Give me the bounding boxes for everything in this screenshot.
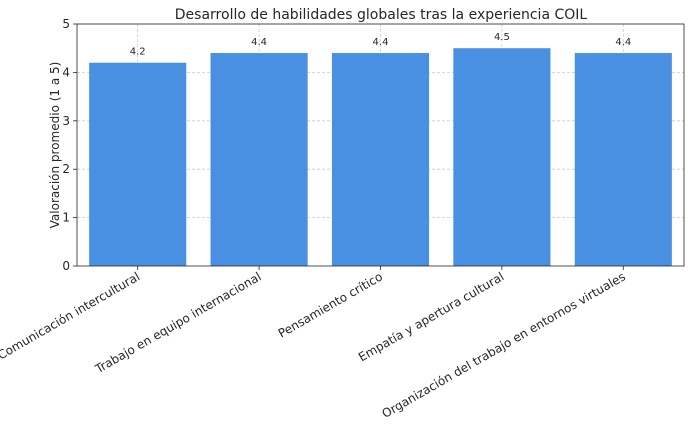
bar	[210, 53, 308, 266]
bar-value-label: 4.2	[130, 47, 146, 58]
data-labels: 4.2 4.4 4.4 4.5 4.4	[130, 32, 632, 58]
bar	[89, 62, 187, 266]
bar-value-label: 4.5	[494, 32, 510, 43]
y-tick-label: 0	[62, 259, 70, 273]
y-tick-label: 1	[62, 211, 70, 225]
y-tick-label: 3	[62, 114, 70, 128]
y-tick-label: 2	[62, 162, 70, 176]
bar	[574, 53, 672, 266]
bar-value-label: 4.4	[373, 37, 389, 48]
y-tick-label: 4	[62, 65, 70, 79]
x-tick-label: Organización del trabajo en entornos vir…	[380, 269, 628, 420]
y-tick-label: 5	[62, 17, 70, 31]
bar	[331, 53, 430, 266]
axes	[73, 23, 685, 270]
y-axis-label: Valoración promedio (1 a 5)	[48, 62, 62, 229]
x-tick-label: Pensamiento crítico	[276, 269, 385, 340]
bar-value-label: 4.4	[615, 37, 631, 48]
y-tick-labels: 0 1 2 3 4 5	[62, 17, 70, 273]
chart-title: Desarrollo de habilidades globales tras …	[175, 7, 588, 23]
bar-value-label: 4.4	[251, 37, 267, 48]
bar	[453, 48, 551, 267]
plot-frame	[76, 23, 685, 267]
bars	[89, 48, 672, 267]
